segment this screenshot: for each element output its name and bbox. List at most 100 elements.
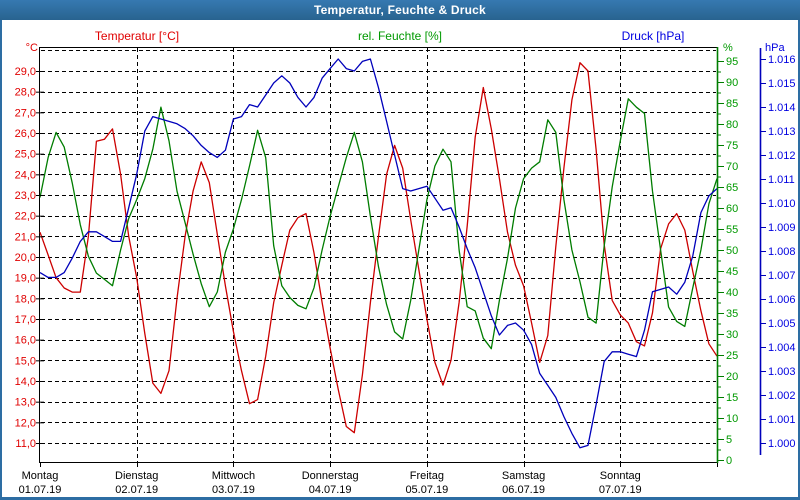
svg-text:10: 10 bbox=[726, 413, 738, 425]
svg-text:Dienstag: Dienstag bbox=[115, 470, 158, 482]
day-label: Sonntag 07.07.19 bbox=[599, 470, 642, 496]
svg-text:50: 50 bbox=[726, 245, 738, 257]
svg-text:1.004: 1.004 bbox=[768, 342, 796, 354]
svg-text:28,0: 28,0 bbox=[15, 87, 36, 99]
grid bbox=[41, 48, 716, 462]
svg-text:24,0: 24,0 bbox=[15, 169, 36, 181]
svg-text:05.07.19: 05.07.19 bbox=[405, 484, 448, 496]
svg-text:1.002: 1.002 bbox=[768, 390, 796, 402]
svg-text:01.07.19: 01.07.19 bbox=[19, 484, 62, 496]
day-label: Samstag 06.07.19 bbox=[502, 470, 545, 496]
svg-text:15,0: 15,0 bbox=[15, 355, 36, 367]
svg-text:27,0: 27,0 bbox=[15, 107, 36, 119]
svg-text:Samstag: Samstag bbox=[502, 470, 545, 482]
plot-border bbox=[39, 47, 718, 463]
window-frame-left bbox=[0, 20, 2, 500]
svg-text:0: 0 bbox=[726, 455, 732, 467]
svg-text:06.07.19: 06.07.19 bbox=[502, 484, 545, 496]
svg-text:90: 90 bbox=[726, 77, 738, 89]
svg-text:03.07.19: 03.07.19 bbox=[212, 484, 255, 496]
temperature-curve bbox=[39, 62, 718, 434]
svg-text:1.014: 1.014 bbox=[768, 102, 796, 114]
svg-text:Donnerstag: Donnerstag bbox=[302, 470, 359, 482]
svg-text:29,0: 29,0 bbox=[15, 66, 36, 78]
svg-text:1.003: 1.003 bbox=[768, 366, 796, 378]
svg-text:%: % bbox=[723, 42, 733, 54]
svg-text:26,0: 26,0 bbox=[15, 128, 36, 140]
svg-text:1.001: 1.001 bbox=[768, 414, 796, 426]
svg-text:02.07.19: 02.07.19 bbox=[115, 484, 158, 496]
svg-text:Mittwoch: Mittwoch bbox=[212, 470, 255, 482]
svg-text:17,0: 17,0 bbox=[15, 314, 36, 326]
svg-text:18,0: 18,0 bbox=[15, 293, 36, 305]
window-title-bar[interactable]: Temperatur, Feuchte & Druck bbox=[0, 0, 800, 20]
window-title: Temperatur, Feuchte & Druck bbox=[314, 3, 486, 17]
svg-text:60: 60 bbox=[726, 203, 738, 215]
svg-text:55: 55 bbox=[726, 224, 738, 236]
window-frame-bottom bbox=[0, 497, 800, 500]
window-frame-right bbox=[798, 20, 800, 500]
svg-text:40: 40 bbox=[726, 287, 738, 299]
svg-text:07.07.19: 07.07.19 bbox=[599, 484, 642, 496]
svg-text:Sonntag: Sonntag bbox=[600, 470, 641, 482]
svg-text:80: 80 bbox=[726, 119, 738, 131]
svg-text:1.008: 1.008 bbox=[768, 246, 796, 258]
svg-text:11,0: 11,0 bbox=[15, 438, 36, 450]
svg-text:Freitag: Freitag bbox=[410, 470, 444, 482]
svg-text:hPa: hPa bbox=[765, 42, 785, 54]
svg-text:Temperatur [°C]: Temperatur [°C] bbox=[95, 29, 179, 43]
day-label: Donnerstag 04.07.19 bbox=[302, 470, 359, 496]
svg-text:95: 95 bbox=[726, 56, 738, 68]
day-label: Freitag 05.07.19 bbox=[405, 470, 448, 496]
temperature-axis: °C 29,0 28,0 27,0 26,0 25,0 24,0 23,0 22,0 21,0 20… bbox=[15, 42, 44, 450]
svg-text:1.011: 1.011 bbox=[768, 174, 795, 186]
pressure-curve bbox=[39, 58, 718, 449]
svg-text:1.000: 1.000 bbox=[768, 438, 796, 450]
svg-text:19,0: 19,0 bbox=[15, 273, 36, 285]
svg-text:30: 30 bbox=[726, 329, 738, 341]
svg-text:1.015: 1.015 bbox=[768, 78, 796, 90]
svg-text:1.005: 1.005 bbox=[768, 318, 796, 330]
svg-text:25,0: 25,0 bbox=[15, 149, 36, 161]
day-label: Mittwoch 03.07.19 bbox=[212, 470, 255, 496]
svg-text:23,0: 23,0 bbox=[15, 190, 36, 202]
svg-text:1.016: 1.016 bbox=[768, 54, 796, 66]
svg-text:5: 5 bbox=[726, 434, 732, 446]
svg-text:1.012: 1.012 bbox=[768, 150, 796, 162]
svg-text:04.07.19: 04.07.19 bbox=[309, 484, 352, 496]
svg-text:1.010: 1.010 bbox=[768, 198, 796, 210]
svg-text:16,0: 16,0 bbox=[15, 335, 36, 347]
svg-text:12,0: 12,0 bbox=[15, 417, 36, 429]
svg-text:45: 45 bbox=[726, 266, 738, 278]
day-label: Dienstag 02.07.19 bbox=[115, 470, 158, 496]
svg-text:20,0: 20,0 bbox=[15, 252, 36, 264]
svg-text:Montag: Montag bbox=[22, 470, 59, 482]
svg-text:1.007: 1.007 bbox=[768, 270, 796, 282]
series-headers: Temperatur [°C] rel. Feuchte [%] Druck [hP… bbox=[95, 29, 684, 43]
svg-text:15: 15 bbox=[726, 392, 738, 404]
svg-text:rel. Feuchte [%]: rel. Feuchte [%] bbox=[358, 29, 442, 43]
svg-text:85: 85 bbox=[726, 98, 738, 110]
svg-text:13,0: 13,0 bbox=[15, 397, 36, 409]
svg-text:65: 65 bbox=[726, 182, 738, 194]
svg-text:75: 75 bbox=[726, 140, 738, 152]
svg-text:20: 20 bbox=[726, 371, 738, 383]
day-label: Montag 01.07.19 bbox=[19, 470, 62, 496]
svg-text:14,0: 14,0 bbox=[15, 376, 36, 388]
svg-text:Druck [hPa]: Druck [hPa] bbox=[622, 29, 685, 43]
svg-text:1.013: 1.013 bbox=[768, 126, 796, 138]
svg-text:°C: °C bbox=[26, 42, 38, 54]
x-axis: Montag 01.07.19 Dienstag 02.07.19 Mittwoch 03… bbox=[19, 463, 718, 496]
svg-text:22,0: 22,0 bbox=[15, 211, 36, 223]
humidity-curve bbox=[39, 98, 718, 350]
svg-text:21,0: 21,0 bbox=[15, 231, 36, 243]
svg-text:1.006: 1.006 bbox=[768, 294, 796, 306]
svg-text:1.009: 1.009 bbox=[768, 222, 796, 234]
svg-text:25: 25 bbox=[726, 350, 738, 362]
svg-text:70: 70 bbox=[726, 161, 738, 173]
svg-text:35: 35 bbox=[726, 308, 738, 320]
